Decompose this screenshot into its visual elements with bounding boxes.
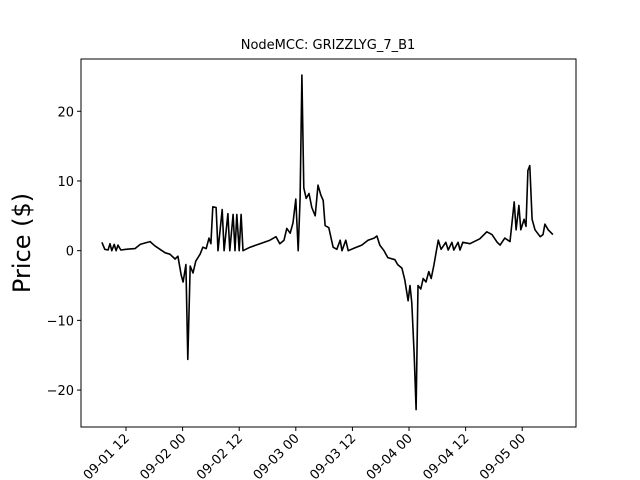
y-tick-label: 20 — [57, 105, 74, 120]
y-tick-label: −10 — [47, 314, 74, 329]
chart-title: NodeMCC: GRIZZLYG_7_B1 — [241, 38, 416, 53]
y-axis-label: Price ($) — [8, 193, 36, 293]
y-tick-label: 0 — [66, 245, 74, 260]
y-tick-label: 10 — [57, 175, 74, 190]
plot-frame — [80, 58, 577, 428]
price-line — [101, 74, 554, 411]
y-tick-label: −20 — [47, 384, 74, 399]
